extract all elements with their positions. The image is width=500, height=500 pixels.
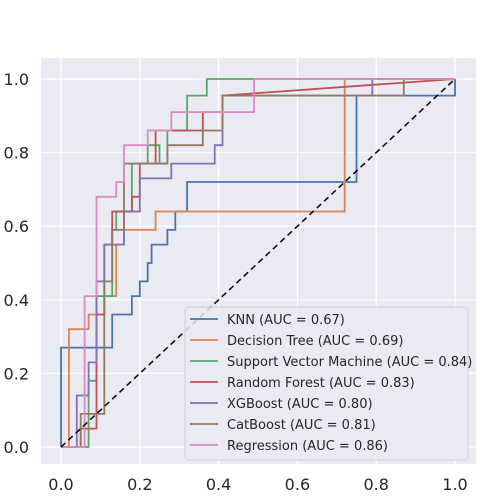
- legend-label: CatBoost (AUC = 0.81): [227, 418, 376, 433]
- y-tick-label: 0.4: [4, 291, 29, 310]
- roc-curve-series-5: [61, 78, 455, 448]
- legend-label: Decision Tree (AUC = 0.69): [227, 334, 403, 349]
- x-tick-label: 0.2: [127, 475, 152, 494]
- legend: KNN (AUC = 0.67) Decision Tree (AUC = 0.6…: [184, 306, 472, 461]
- roc-curve-series-0: [60, 79, 456, 447]
- x-axis-ticks: 0.0 0.2 0.4 0.6 0.8 1.0: [48, 475, 467, 494]
- x-tick-label: 0.8: [363, 475, 388, 494]
- roc-curve-series-6: [61, 78, 455, 448]
- x-tick-label: 0.6: [285, 475, 310, 494]
- x-tick-label: 0.0: [48, 475, 73, 494]
- y-tick-label: 0.2: [4, 364, 29, 383]
- roc-curves: [60, 78, 456, 448]
- legend-label: Regression (AUC = 0.86): [227, 439, 388, 454]
- x-tick-label: 0.4: [206, 475, 231, 494]
- y-tick-label: 0.0: [4, 438, 29, 457]
- legend-label: Support Vector Machine (AUC = 0.84): [227, 355, 472, 370]
- roc-curve-series-3: [61, 78, 456, 448]
- y-tick-label: 0.6: [4, 217, 29, 236]
- legend-box: [184, 306, 469, 461]
- y-tick-label: 1.0: [4, 70, 29, 89]
- x-tick-label: 1.0: [442, 475, 467, 494]
- y-axis-ticks: 0.0 0.2 0.4 0.6 0.8 1.0: [4, 70, 29, 457]
- grid-lines: [41, 58, 476, 464]
- legend-label: KNN (AUC = 0.67): [227, 313, 345, 328]
- y-tick-label: 0.8: [4, 144, 29, 163]
- legend-label: Random Forest (AUC = 0.83): [227, 376, 415, 391]
- legend-label: XGBoost (AUC = 0.80): [227, 397, 373, 412]
